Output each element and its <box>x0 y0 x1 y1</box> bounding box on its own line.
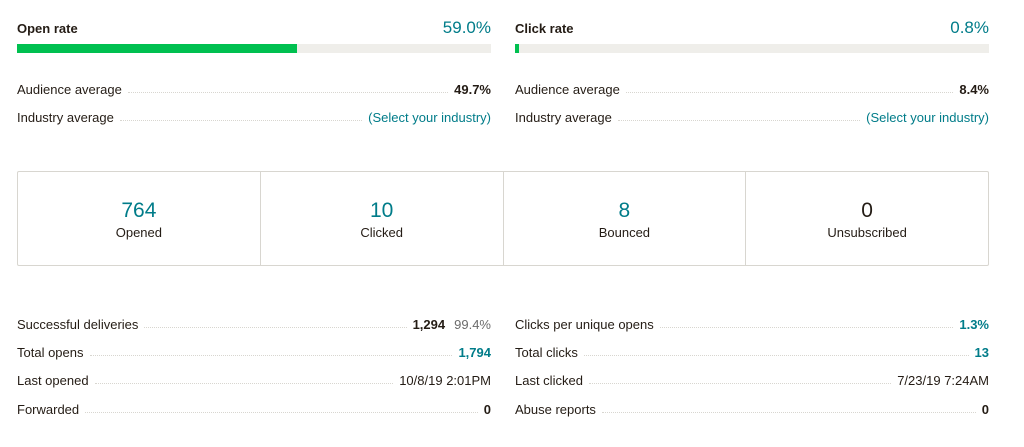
open-rate-title: Open rate <box>17 21 78 36</box>
dotted-leader <box>94 383 394 384</box>
open-rate-header: Open rate 59.0% <box>17 18 491 40</box>
dotted-leader <box>144 327 407 328</box>
last-clicked-value: 7/23/19 7:24AM <box>897 373 989 388</box>
open-rate-value: 59.0% <box>442 18 491 37</box>
open-rate-progress-fill <box>17 44 297 53</box>
abuse-reports-row: Abuse reports 0 <box>515 399 989 417</box>
last-clicked-row: Last clicked 7/23/19 7:24AM <box>515 370 989 388</box>
stat-label: Clicked <box>360 225 403 240</box>
click-rate-title: Click rate <box>515 21 574 36</box>
click-rate-industry-average-row: Industry average (Select your industry) <box>515 107 989 125</box>
total-clicks-value[interactable]: 13 <box>974 345 989 360</box>
audience-average-label: Audience average <box>17 82 122 97</box>
select-industry-link[interactable]: (Select your industry) <box>866 110 989 125</box>
dotted-leader <box>617 120 861 121</box>
stat-label: Bounced <box>598 225 651 240</box>
forwarded-value: 0 <box>483 402 491 417</box>
dotted-leader <box>127 92 449 93</box>
open-rate-audience-average-row: Audience average 49.7% <box>17 79 491 97</box>
clicks-per-unique-opens-label: Clicks per unique opens <box>515 317 654 332</box>
stat-opened: 764 Opened <box>18 172 261 265</box>
abuse-reports-value: 0 <box>981 402 989 417</box>
stats-summary-box: 764 Opened 10 Clicked 8 Bounced 0 Unsubs… <box>17 171 989 266</box>
click-rate-header: Click rate 0.8% <box>515 18 989 40</box>
successful-deliveries-row: Successful deliveries 1,294 99.4% <box>17 314 491 332</box>
click-rate-progress-bar <box>515 44 989 53</box>
dotted-leader <box>583 355 969 356</box>
stat-number: 0 <box>861 199 873 222</box>
total-clicks-row: Total clicks 13 <box>515 342 989 360</box>
stat-bounced: 8 Bounced <box>504 172 747 265</box>
clicks-per-unique-opens-row: Clicks per unique opens 1.3% <box>515 314 989 332</box>
last-clicked-label: Last clicked <box>515 373 583 388</box>
last-opened-value: 10/8/19 2:01PM <box>399 373 491 388</box>
stat-label: Unsubscribed <box>827 225 907 240</box>
audience-average-label: Audience average <box>515 82 620 97</box>
dotted-leader <box>625 92 954 93</box>
stat-number: 10 <box>369 199 394 222</box>
dotted-leader <box>89 355 453 356</box>
click-rate-audience-average-row: Audience average 8.4% <box>515 79 989 97</box>
forwarded-row: Forwarded 0 <box>17 399 491 417</box>
successful-deliveries-value: 1,294 <box>412 317 446 332</box>
total-opens-value[interactable]: 1,794 <box>458 345 491 360</box>
stat-unsubscribed: 0 Unsubscribed <box>746 172 988 265</box>
select-industry-link[interactable]: (Select your industry) <box>368 110 491 125</box>
last-opened-label: Last opened <box>17 373 89 388</box>
audience-average-value: 49.7% <box>454 82 491 97</box>
stat-number: 764 <box>121 199 157 222</box>
clicks-per-unique-opens-value: 1.3% <box>959 317 989 332</box>
total-opens-row: Total opens 1,794 <box>17 342 491 360</box>
total-clicks-label: Total clicks <box>515 345 578 360</box>
dotted-leader <box>601 412 976 413</box>
successful-deliveries-label: Successful deliveries <box>17 317 139 332</box>
last-opened-row: Last opened 10/8/19 2:01PM <box>17 370 491 388</box>
dotted-leader <box>85 412 478 413</box>
click-rate-progress-fill <box>515 44 519 53</box>
click-rate-value: 0.8% <box>950 18 989 37</box>
successful-deliveries-percent: 99.4% <box>454 317 491 332</box>
abuse-reports-label: Abuse reports <box>515 402 596 417</box>
open-rate-progress-bar <box>17 44 491 53</box>
industry-average-label: Industry average <box>17 110 114 125</box>
stat-clicked: 10 Clicked <box>261 172 504 265</box>
audience-average-value: 8.4% <box>959 82 989 97</box>
dotted-leader <box>588 383 892 384</box>
industry-average-label: Industry average <box>515 110 612 125</box>
total-opens-label: Total opens <box>17 345 84 360</box>
forwarded-label: Forwarded <box>17 402 80 417</box>
dotted-leader <box>659 327 954 328</box>
dotted-leader <box>119 120 363 121</box>
stat-label: Opened <box>115 225 162 240</box>
open-rate-industry-average-row: Industry average (Select your industry) <box>17 107 491 125</box>
stat-number: 8 <box>618 199 631 222</box>
